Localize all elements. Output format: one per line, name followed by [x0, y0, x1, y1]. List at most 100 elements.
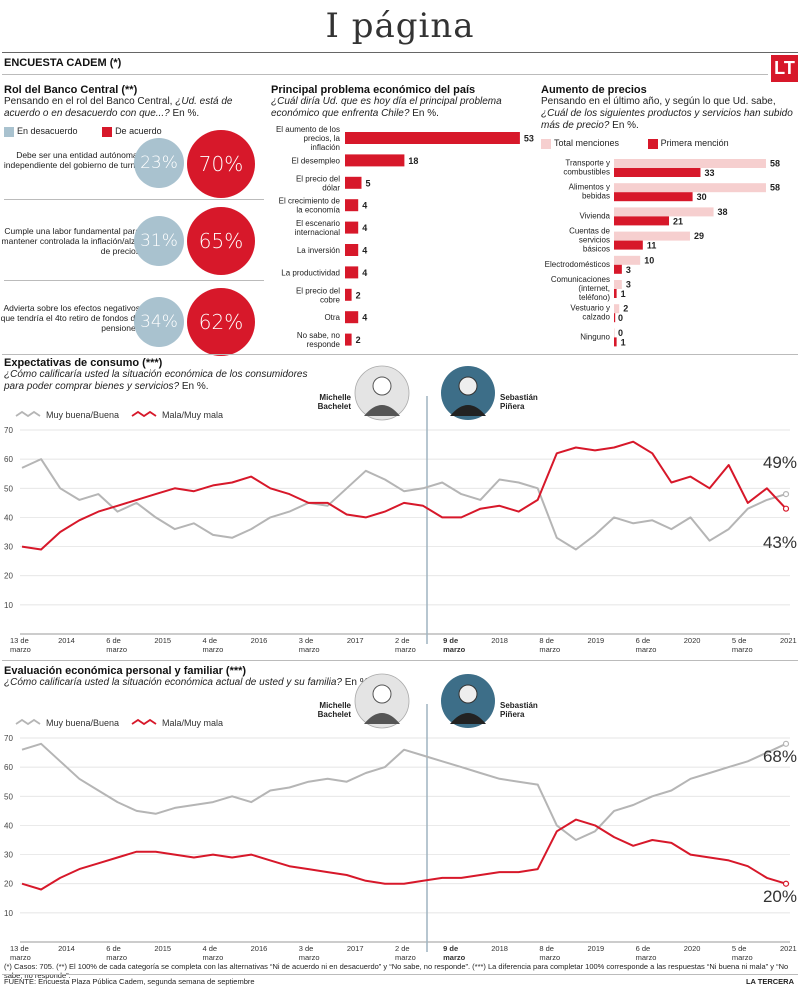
bar-total-value: 2	[623, 304, 628, 314]
bc-disagree-circle: 23%	[134, 138, 184, 188]
series-good-line	[21, 458, 787, 551]
divider	[2, 52, 798, 53]
bar	[345, 176, 362, 189]
bar	[345, 154, 405, 167]
bar-first-value: 11	[647, 241, 657, 251]
legend-first: Primera mención	[660, 138, 729, 148]
x-tick-label: 13 de marzo	[10, 636, 31, 654]
banco-central-legend: En desacuerdo De acuerdo	[4, 126, 262, 137]
bc-disagree-circle: 31%	[134, 216, 184, 266]
bar-total-value: 58	[770, 159, 780, 169]
footnote: (*) Casos: 705. (**) El 100% de cada cat…	[4, 962, 789, 980]
y-tick-label: 50	[4, 484, 13, 493]
series-end-marker	[782, 880, 790, 887]
divider	[4, 199, 264, 200]
banco-central-title: Rol del Banco Central (**)	[4, 84, 138, 96]
divider	[2, 974, 798, 975]
bar-first	[614, 264, 622, 274]
chart-legend: Muy buena/Buena Mala/Muy mala	[15, 718, 223, 728]
bar-total-value: 38	[718, 207, 728, 217]
series-end-marker	[782, 740, 790, 747]
bar-value-label: 53	[524, 134, 534, 144]
bar-first	[614, 216, 670, 226]
legend-swatch-disagree	[4, 126, 14, 137]
bar-total	[614, 159, 766, 168]
bar-total	[614, 304, 620, 314]
x-tick-label: 2 de marzo	[395, 944, 416, 962]
president-2-last-name: Piñera	[500, 402, 525, 411]
bar-category-label: Ninguno	[580, 332, 610, 341]
bar-first-value: 33	[704, 168, 714, 178]
y-tick-label: 20	[4, 572, 13, 581]
portrait-face	[458, 376, 478, 396]
x-tick-label: 8 de marzo	[539, 944, 560, 962]
x-tick-label: 2014	[58, 636, 75, 645]
bar-category-label: Vivienda	[579, 211, 610, 220]
bar-category-label: Comunicaciones (internet, teléfono)	[551, 275, 610, 302]
x-tick-label: 2017	[347, 636, 364, 645]
y-tick-label: 30	[4, 851, 13, 860]
x-tick-label: 6 de marzo	[106, 944, 127, 962]
series-good-line	[21, 742, 787, 841]
y-tick-label: 40	[4, 821, 13, 830]
consumo-question: ¿Cómo calificaría usted la situación eco…	[4, 369, 308, 392]
x-tick-label: 6 de marzo	[106, 636, 127, 654]
x-tick-label: 5 de marzo	[732, 944, 753, 962]
bar-category-label: Electrodomésticos	[545, 260, 610, 269]
portrait-shoulders	[364, 713, 400, 724]
bar	[345, 221, 359, 234]
president-2-first-name: Sebastián	[500, 393, 538, 402]
bc-agree-circle: 65%	[187, 207, 255, 275]
bc-agree-circle: 62%	[187, 288, 255, 356]
problema-title: Principal problema económico del país	[271, 84, 476, 96]
bar-total	[614, 183, 766, 193]
legend-line-good	[15, 718, 41, 726]
bar-value-label: 4	[362, 201, 367, 211]
x-tick-label: 6 de marzo	[636, 636, 657, 654]
source: FUENTE: Encuesta Plaza Pública Cadem, se…	[4, 977, 255, 986]
x-tick-label: 2020	[684, 636, 701, 645]
bar	[345, 311, 359, 324]
bar-value-label: 2	[356, 335, 361, 345]
y-tick-label: 70	[4, 426, 13, 435]
bar-category-label: El escenario internacional	[295, 219, 341, 237]
x-tick-label: 9 de marzo	[443, 636, 466, 654]
x-tick-label: 3 de marzo	[299, 944, 320, 962]
bar-category-label: Alimentos y bebidas	[569, 183, 610, 201]
bc-row-label: Cumple una labor fundamental para manten…	[1, 226, 140, 256]
bar-first	[614, 192, 693, 202]
personal-question: ¿Cómo calificaría usted la situación eco…	[4, 677, 372, 688]
personal-header: Evaluación económica personal y familiar…	[4, 665, 424, 689]
x-tick-label: 2016	[251, 636, 268, 645]
bar-first-value: 30	[697, 192, 707, 202]
bar-value-label: 5	[366, 178, 371, 188]
consumo-title: Expectativas de consumo (***)	[4, 357, 163, 369]
y-tick-label: 30	[4, 543, 13, 552]
consumo-line-chart: 10 20 30 40 50 60 70 13 de marzo 2014 6 de marzo 201…	[4, 365, 797, 654]
bar-first-value: 3	[626, 265, 631, 275]
bar-total	[614, 231, 690, 241]
bar-first	[614, 337, 617, 347]
y-tick-label: 10	[4, 601, 13, 610]
x-tick-label: 2017	[347, 944, 364, 953]
y-tick-label: 20	[4, 880, 13, 889]
legend-line-bad	[131, 410, 157, 418]
bar-category-label: El precio del dólar	[296, 174, 340, 192]
banco-central-question: Pensando en el rol del Banco Central, ¿U…	[4, 96, 233, 119]
portrait-face	[372, 684, 392, 704]
bar-category-label: El aumento de los precios, la inflación	[276, 125, 341, 152]
bar-first	[614, 313, 616, 323]
x-tick-label: 2016	[251, 944, 268, 953]
bar-first-value: 1	[621, 289, 626, 299]
bar-category-label: Vestuario y calzado	[570, 304, 610, 322]
bar-first	[614, 240, 643, 250]
x-tick-label: 2018	[491, 636, 508, 645]
bc-row-label: Advierta sobre los efectos negativos que…	[0, 303, 140, 333]
bar-value-label: 4	[362, 223, 367, 233]
bar-total	[614, 255, 641, 265]
x-tick-label: 2019	[588, 636, 605, 645]
divider	[2, 354, 798, 355]
bar	[345, 266, 359, 279]
portrait-shoulders	[450, 713, 486, 724]
survey-label: ENCUESTA CADEM (*)	[4, 57, 122, 69]
